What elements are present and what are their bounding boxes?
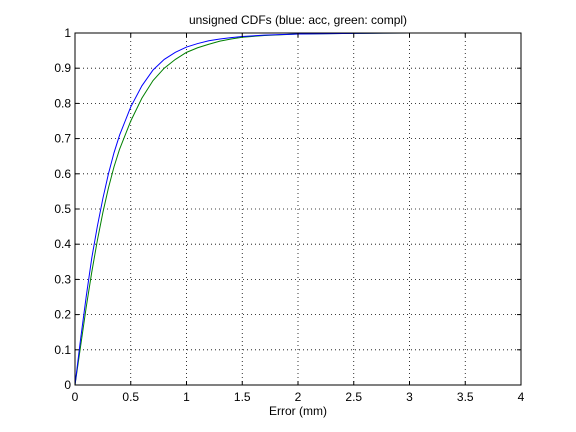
y-tick-label: 0.6 — [54, 167, 71, 181]
x-tick-label: 2 — [295, 390, 302, 404]
y-tick-label: 0.3 — [54, 272, 71, 286]
y-tick-label: 0.9 — [54, 61, 71, 75]
series-layer — [74, 32, 521, 386]
x-tick-label: 1 — [183, 390, 190, 404]
x-tick-label: 0 — [72, 390, 79, 404]
x-tick-label: 1.5 — [234, 390, 251, 404]
y-tick-label: 0.1 — [54, 343, 71, 357]
y-tick-label: 0.4 — [54, 237, 71, 251]
cdf-series-line — [74, 32, 521, 386]
y-tick-label: 0 — [64, 378, 71, 392]
x-tick-label: 2.5 — [345, 390, 362, 404]
y-tick-label: 0.8 — [54, 96, 71, 110]
y-tick-label: 1 — [64, 26, 71, 40]
x-axis-label: Error (mm) — [269, 404, 327, 418]
y-tick-label: 0.2 — [54, 308, 71, 322]
tick-layer: 0 0.5 1 1.5 2 2.5 3 3.5 4 0 0.1 0.2 0.3 0.4 0.5 0.6 0.7 0… — [54, 26, 524, 404]
y-tick-label: 0.5 — [54, 202, 71, 216]
chart-title: unsigned CDFs (blue: acc, green: compl) — [189, 13, 407, 27]
x-tick-label: 0.5 — [122, 390, 139, 404]
grid-layer — [75, 33, 521, 385]
x-tick-label: 3 — [406, 390, 413, 404]
y-tick-label: 0.7 — [54, 132, 71, 146]
x-tick-label: 3.5 — [457, 390, 474, 404]
x-tick-label: 4 — [518, 390, 525, 404]
